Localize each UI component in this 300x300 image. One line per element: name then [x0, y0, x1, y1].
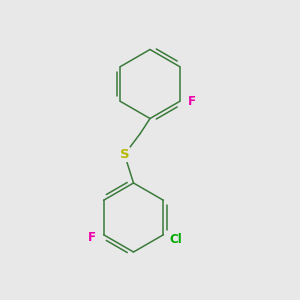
Text: Cl: Cl	[169, 233, 182, 246]
Text: F: F	[88, 231, 96, 244]
Text: F: F	[188, 95, 195, 108]
Text: S: S	[120, 148, 129, 161]
